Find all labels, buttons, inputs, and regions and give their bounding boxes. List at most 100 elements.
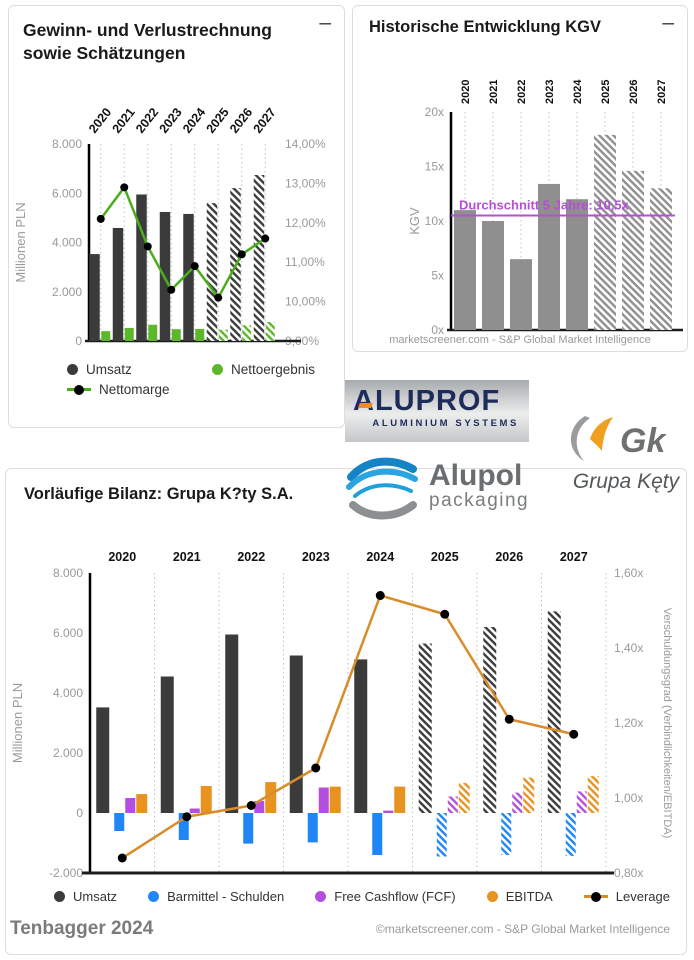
income-chart: 8.000 6.000 4.000 2.000 0 14,00% 13,00% 12,00% 1… — [9, 68, 346, 355]
svg-text:11,00%: 11,00% — [285, 255, 325, 269]
legend-item: Leverage — [583, 889, 670, 904]
alupol-name: Alupol — [429, 458, 523, 492]
source-attribution: ©marketscreener.com - S&P Global Market … — [375, 922, 670, 936]
svg-text:1,20x: 1,20x — [614, 716, 643, 730]
svg-text:13,00%: 13,00% — [285, 176, 326, 190]
legend-item: Umsatz — [54, 889, 117, 904]
svg-text:20x: 20x — [425, 105, 444, 119]
svg-text:2022: 2022 — [133, 105, 161, 136]
svg-text:2026: 2026 — [495, 550, 523, 564]
svg-text:2023: 2023 — [302, 550, 330, 564]
alupol-waves-icon — [346, 457, 418, 520]
svg-text:0: 0 — [76, 806, 83, 820]
svg-text:2024: 2024 — [366, 550, 394, 564]
svg-text:KGV: KGV — [407, 207, 422, 235]
svg-text:1,40x: 1,40x — [614, 641, 643, 655]
collapse-icon[interactable]: – — [662, 11, 674, 34]
svg-text:2027: 2027 — [656, 80, 668, 104]
svg-text:15x: 15x — [425, 160, 444, 174]
grupa-kety-abbr: Gk — [620, 421, 666, 460]
legend-marker-icon — [54, 891, 65, 902]
legend-label: Umsatz — [86, 362, 132, 377]
svg-text:6.000: 6.000 — [53, 626, 83, 640]
legend-item: EBITDA — [486, 889, 553, 904]
svg-text:2027: 2027 — [251, 105, 279, 136]
svg-text:0,80x: 0,80x — [614, 866, 643, 880]
svg-text:2025: 2025 — [204, 105, 232, 136]
svg-text:2023: 2023 — [544, 80, 556, 104]
legend-item: Free Cashflow (FCF) — [315, 889, 456, 904]
svg-text:2025: 2025 — [600, 80, 612, 104]
kgv-chart-svg: 20x 15x 10x 5x 0x KGV 2020 2021 2022 2023 2024 2025… — [407, 79, 683, 337]
kgv-source-attribution: marketscreener.com - S&P Global Market I… — [389, 334, 651, 346]
grupa-kety-logo: Gk Grupa Kęty — [560, 413, 692, 503]
balance-panel-title: Vorläufige Bilanz: Grupa K?ty S.A. — [24, 485, 294, 503]
alupol-subtitle: packaging — [429, 490, 530, 512]
alupol-logo: Alupol packaging — [343, 452, 555, 522]
svg-text:2023: 2023 — [157, 105, 185, 136]
svg-text:2.000: 2.000 — [52, 285, 82, 299]
legend-marker-icon — [67, 364, 78, 375]
svg-text:2024: 2024 — [180, 105, 208, 136]
legend-marker-icon — [148, 891, 160, 902]
svg-text:9,00%: 9,00% — [285, 334, 319, 348]
panel-kgv-history: Historische Entwicklung KGV – 20x 15x 10x 5… — [352, 5, 688, 352]
svg-text:2025: 2025 — [431, 550, 459, 564]
collapse-icon[interactable]: – — [319, 11, 331, 34]
legend-label: Nettoergebnis — [231, 362, 316, 377]
income-chart-legend: Umsatz Nettoergebnis Nettomarge — [67, 362, 315, 397]
svg-text:Durchschnitt 5 Jahre: 10,5x: Durchschnitt 5 Jahre: 10,5x — [459, 198, 630, 213]
aluprof-logo: ALUPROF ALUMINIUM SYSTEMS — [345, 380, 529, 442]
svg-text:4.000: 4.000 — [53, 686, 83, 700]
svg-text:2026: 2026 — [227, 105, 255, 136]
legend-label: Free Cashflow (FCF) — [334, 889, 456, 904]
legend-marker-icon — [212, 364, 223, 375]
legend-item: Nettomarge — [67, 382, 212, 397]
legend-marker-icon — [486, 891, 498, 902]
income-chart-svg: 8.000 6.000 4.000 2.000 0 14,00% 13,00% 12,00% 1… — [13, 105, 326, 348]
svg-text:2020: 2020 — [86, 105, 114, 136]
svg-text:2024: 2024 — [572, 79, 584, 104]
svg-text:2021: 2021 — [110, 105, 138, 136]
legend-item: Barmittel - Schulden — [148, 889, 284, 904]
legend-marker-icon — [315, 891, 327, 902]
grupa-kety-swoosh-icon — [570, 416, 613, 461]
svg-text:1,00x: 1,00x — [614, 791, 643, 805]
svg-text:8.000: 8.000 — [52, 137, 82, 151]
svg-text:0: 0 — [75, 334, 82, 348]
legend-label: Leverage — [615, 889, 670, 904]
svg-text:6.000: 6.000 — [52, 186, 82, 200]
grupa-kety-name: Grupa Kęty — [572, 470, 680, 493]
balance-chart-svg: 8.000 6.000 4.000 2.000 0 -2.000 1,60x 1,40x 1,2… — [10, 550, 673, 880]
aluprof-wordmark: ALUPROF — [353, 386, 519, 416]
kgv-panel-title: Historische Entwicklung KGV — [369, 18, 601, 36]
legend-marker-icon — [67, 384, 91, 395]
legend-label: Barmittel - Schulden — [167, 889, 285, 904]
legend-item: Umsatz — [67, 362, 212, 377]
kgv-chart: 20x 15x 10x 5x 0x KGV 2020 2021 2022 2023 2024 2025… — [353, 50, 689, 347]
svg-text:2020: 2020 — [108, 550, 136, 564]
svg-text:2020: 2020 — [460, 80, 472, 104]
svg-text:4.000: 4.000 — [52, 236, 82, 250]
svg-text:Millionen PLN: Millionen PLN — [10, 683, 25, 763]
svg-text:5x: 5x — [431, 269, 444, 283]
aluprof-orange-dash-icon — [358, 403, 373, 408]
svg-text:2022: 2022 — [516, 80, 528, 104]
svg-text:Verschuldungsgrad (Verbindlich: Verschuldungsgrad (Verbindlichkeiten/EBI… — [661, 608, 673, 839]
legend-item: Nettoergebnis — [212, 362, 315, 377]
legend-label: EBITDA — [505, 889, 553, 904]
svg-text:2022: 2022 — [237, 550, 265, 564]
legend-marker-icon — [583, 891, 608, 902]
tenbagger-label: Tenbagger 2024 — [10, 918, 154, 939]
svg-text:1,60x: 1,60x — [614, 566, 643, 580]
svg-text:12,00%: 12,00% — [285, 216, 326, 230]
balance-chart: 8.000 6.000 4.000 2.000 0 -2.000 1,60x 1,40x 1,2… — [6, 535, 688, 886]
svg-text:-2.000: -2.000 — [49, 866, 83, 880]
svg-text:8.000: 8.000 — [53, 566, 83, 580]
svg-text:2021: 2021 — [173, 550, 201, 564]
svg-text:0x: 0x — [431, 323, 444, 337]
aluprof-subtitle: ALUMINIUM SYSTEMS — [372, 418, 519, 430]
svg-text:10,00%: 10,00% — [285, 295, 326, 309]
svg-text:2026: 2026 — [628, 80, 640, 104]
